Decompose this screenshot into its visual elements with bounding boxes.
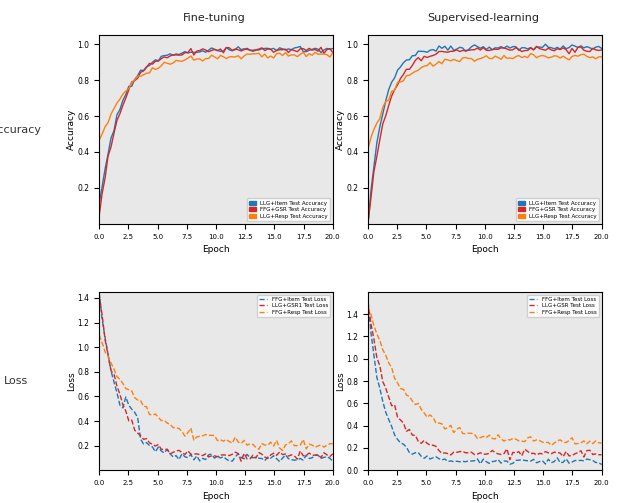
Text: Fine-tuning: Fine-tuning [183,13,246,23]
X-axis label: Epoch: Epoch [202,245,230,254]
X-axis label: Epoch: Epoch [202,491,230,500]
Legend: FFG+Item Test Loss, LLG+GSR Test Loss, FFG+Resp Test Loss: FFG+Item Test Loss, LLG+GSR Test Loss, F… [527,295,599,317]
Y-axis label: Loss: Loss [67,371,76,391]
X-axis label: Epoch: Epoch [471,245,499,254]
Legend: FFG+Item Test Loss, LLG+GSR1 Test Loss, FFG+Resp Test Loss: FFG+Item Test Loss, LLG+GSR1 Test Loss, … [257,295,330,317]
Legend: LLG+Item Test Accuracy, FFG+GSR Test Accuracy, LLG+Resp Test Accuracy: LLG+Item Test Accuracy, FFG+GSR Test Acc… [247,198,330,221]
Legend: LLG+Item Test Accuracy, FFG+GSR Test Accuracy, LLG+Resp Test Accuracy: LLG+Item Test Accuracy, FFG+GSR Test Acc… [516,198,599,221]
Text: Loss: Loss [4,376,28,386]
Text: Supervised-learning: Supervised-learning [428,13,540,23]
Y-axis label: Accuracy: Accuracy [336,109,345,150]
X-axis label: Epoch: Epoch [471,491,499,500]
Y-axis label: Accuracy: Accuracy [67,109,76,150]
Text: Accuracy: Accuracy [0,125,42,134]
Y-axis label: Loss: Loss [336,371,345,391]
